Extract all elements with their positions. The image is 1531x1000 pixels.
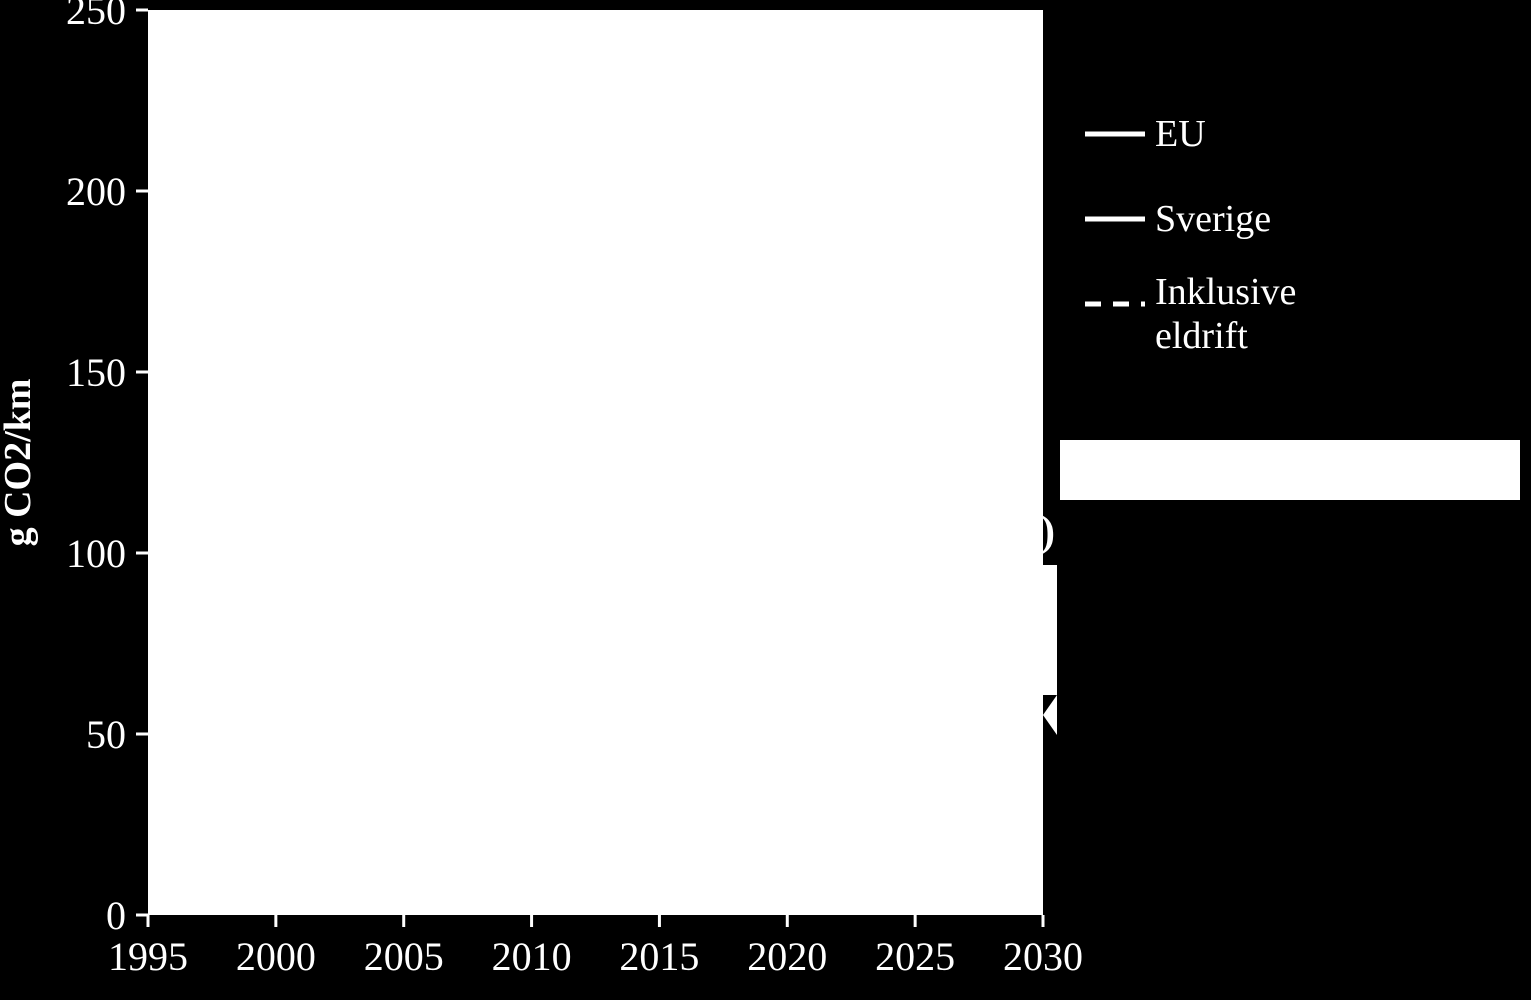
legend-label: eldrift: [1155, 315, 1248, 357]
y-tick-label: 100: [66, 531, 126, 576]
annotation-percent: 0%): [978, 509, 1055, 555]
co2-line-chart: 0 50 100 150 200 250 1995 2000 2005 2010 2015 2020…: [0, 0, 1531, 1000]
x-tick-label: 2000: [236, 934, 316, 979]
x-tick-label: 2020: [747, 934, 827, 979]
right-white-bar: [1060, 440, 1520, 500]
x-tick-label: 2025: [875, 934, 955, 979]
x-tick-label: 2005: [364, 934, 444, 979]
legend-label: EU: [1155, 113, 1206, 155]
legend-label: Inklusive: [1155, 271, 1296, 313]
right-white-strip: [1043, 565, 1057, 695]
y-axis-label: g CO2/km: [0, 379, 39, 547]
x-tick-label: 2010: [492, 934, 572, 979]
y-tick-label: 50: [86, 712, 126, 757]
x-tick-label: 2030: [1003, 934, 1083, 979]
y-tick-label: 200: [66, 169, 126, 214]
legend-label: Sverige: [1155, 198, 1271, 240]
plot-area: [148, 10, 1043, 915]
x-tick-label: 1995: [108, 934, 188, 979]
y-tick-label: 0: [106, 893, 126, 938]
x-tick-label: 2015: [619, 934, 699, 979]
y-tick-label: 150: [66, 350, 126, 395]
y-tick-label: 250: [66, 0, 126, 33]
